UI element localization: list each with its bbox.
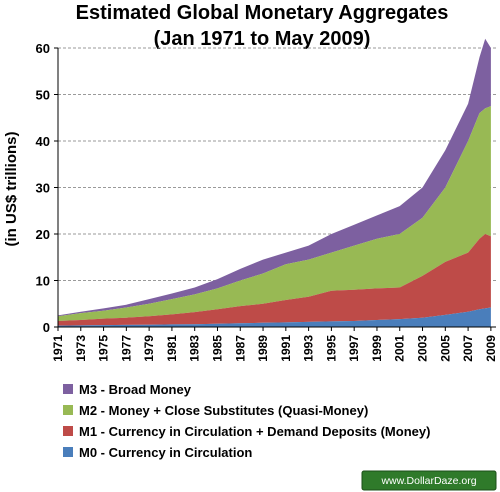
watermark-background [361,470,497,491]
chart-subtitle: (Jan 1971 to May 2009) [154,28,371,50]
y-tick-label: 40 [36,134,50,149]
watermark-text: www.DollarDaze.org [380,475,476,487]
x-tick-label: 2005 [438,335,452,362]
legend-swatch [63,426,73,436]
legend-label: M3 - Broad Money [79,382,192,397]
y-tick-label: 50 [36,88,50,103]
y-tick-label: 10 [36,274,50,289]
x-tick-label: 2001 [393,335,407,362]
x-tick-label: 1985 [210,335,224,362]
legend-label: M0 - Currency in Circulation [79,445,252,460]
y-tick-label: 60 [36,41,50,56]
x-tick-label: 1995 [324,335,338,362]
x-tick-label: 1971 [51,335,65,362]
x-tick-label: 1975 [97,335,111,362]
legend-swatch [63,405,73,415]
x-tick-label: 1993 [302,335,316,362]
x-axis-ticks: 1971 1973 1975 1977 1979 1981 1983 1985 1987 1989… [51,327,498,362]
y-axis-title: (in US$ trillions) [3,131,20,246]
chart-title: Estimated Global Monetary Aggregates [76,2,449,24]
x-tick-label: 1981 [165,335,179,362]
y-axis-ticks: 0 10 20 30 40 50 60 [36,41,58,335]
legend-swatch [63,384,73,394]
x-tick-label: 1977 [119,335,133,362]
watermark-badge: www.DollarDaze.org [361,470,497,491]
y-tick-label: 30 [36,181,50,196]
x-tick-label: 1987 [233,335,247,362]
legend: M3 - Broad Money M2 - Money + Close Subst… [63,382,430,460]
x-tick-label: 1973 [74,335,88,362]
x-tick-label: 1997 [347,335,361,362]
x-tick-label: 1983 [188,335,202,362]
x-tick-label: 2003 [416,335,430,362]
area-m2 [58,106,491,321]
x-tick-label: 2007 [461,335,475,362]
legend-swatch [63,447,73,457]
y-tick-label: 20 [36,227,50,242]
x-tick-label: 1999 [370,335,384,362]
y-tick-label: 0 [43,320,50,335]
x-tick-label: 2009 [484,335,498,362]
x-tick-label: 1991 [279,335,293,362]
x-tick-label: 1989 [256,335,270,362]
series-areas [58,38,491,327]
area-m3 [58,38,491,317]
legend-label: M2 - Money + Close Substitutes (Quasi-Mo… [79,403,368,418]
legend-label: M1 - Currency in Circulation + Demand De… [79,424,430,439]
x-tick-label: 1979 [142,335,156,362]
area-m1 [58,234,491,326]
area-m0 [58,307,491,327]
